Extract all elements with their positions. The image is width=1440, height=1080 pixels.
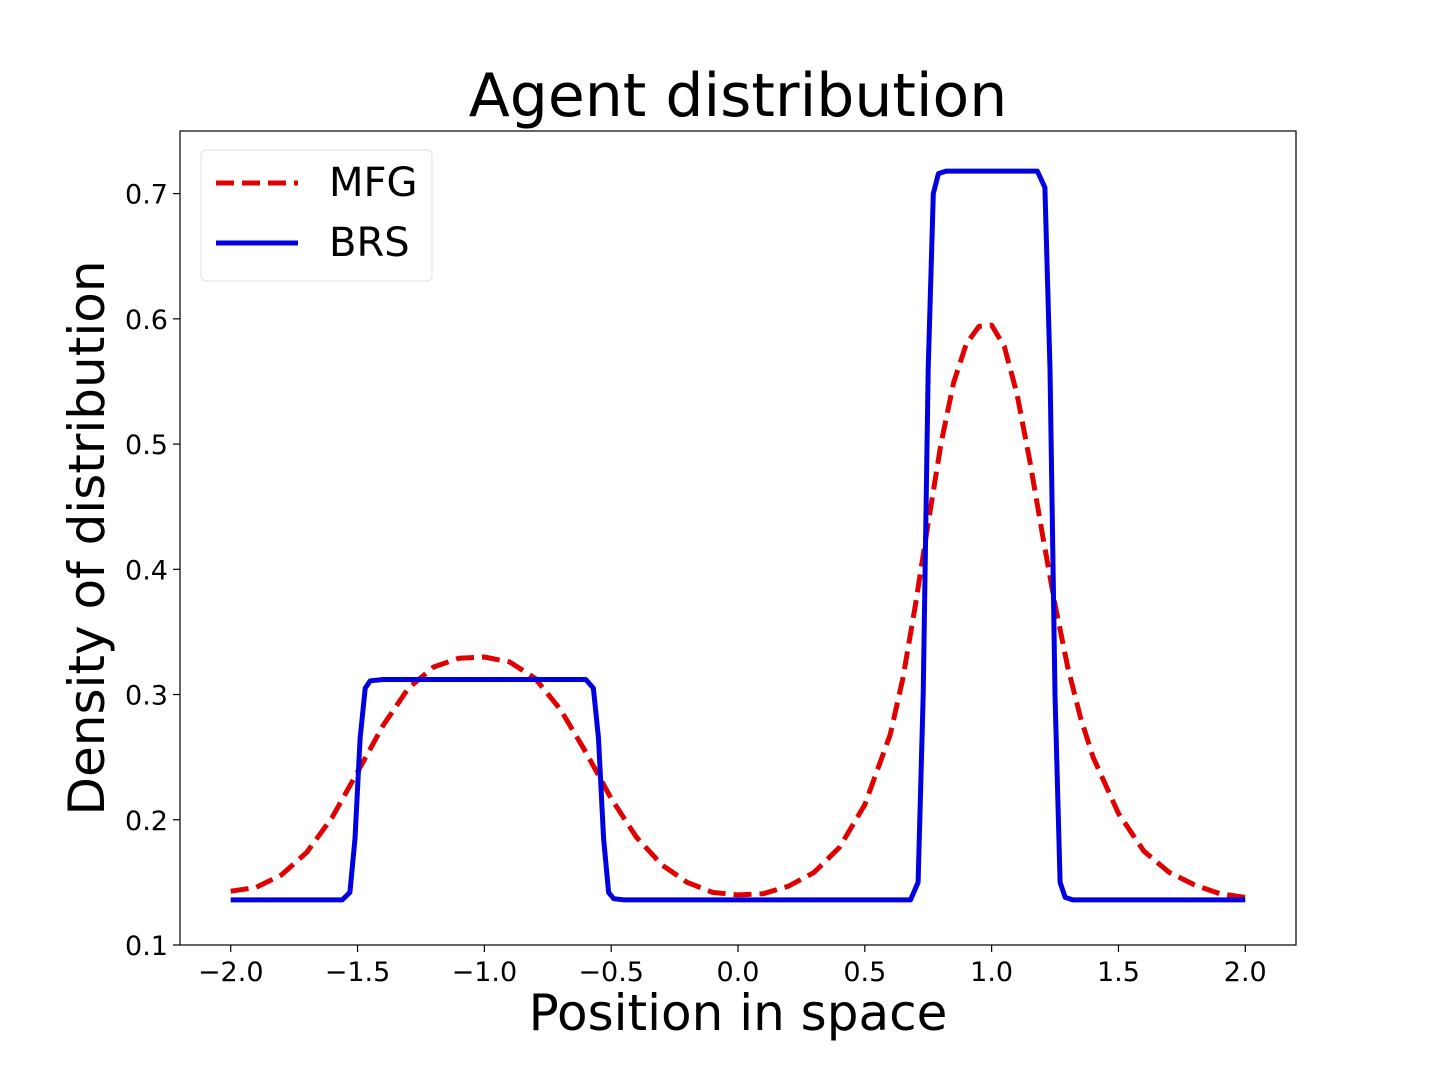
series-layer	[230, 168, 1246, 903]
x-tick-label: 1.5	[1097, 957, 1140, 988]
y-tick-label: 0.3	[125, 681, 168, 712]
x-tick-label: 1.0	[970, 957, 1013, 988]
x-tick-label: −2.0	[198, 957, 264, 988]
legend-label-mfg: MFG	[329, 160, 418, 206]
legend-label-brs: BRS	[329, 220, 410, 266]
x-axis-label: Position in space	[529, 984, 948, 1042]
x-axis-ticks: −2.0 −1.5 −1.0 −0.5 0.0 0.5 1.0 1.5 2.0	[198, 945, 1267, 988]
chart-title: Agent distribution	[469, 61, 1008, 131]
y-tick-label: 0.1	[125, 931, 168, 962]
legend: MFG BRS	[200, 149, 433, 282]
y-tick-label: 0.5	[125, 430, 168, 461]
series-line-brs	[230, 168, 1246, 903]
y-axis-ticks: 0.1 0.2 0.3 0.4 0.5 0.6 0.7	[125, 180, 180, 962]
x-tick-label: −1.0	[452, 957, 518, 988]
x-tick-label: −0.5	[578, 957, 644, 988]
y-axis-label: Density of distribution	[58, 260, 116, 815]
series-line-mfg	[230, 322, 1246, 900]
y-tick-label: 0.2	[125, 806, 168, 837]
y-tick-label: 0.7	[125, 180, 168, 211]
x-tick-label: −1.5	[325, 957, 391, 988]
y-tick-label: 0.6	[125, 305, 168, 336]
x-tick-label: 0.0	[717, 957, 760, 988]
y-tick-label: 0.4	[125, 555, 168, 586]
x-tick-label: 0.5	[843, 957, 886, 988]
x-tick-label: 2.0	[1224, 957, 1267, 988]
